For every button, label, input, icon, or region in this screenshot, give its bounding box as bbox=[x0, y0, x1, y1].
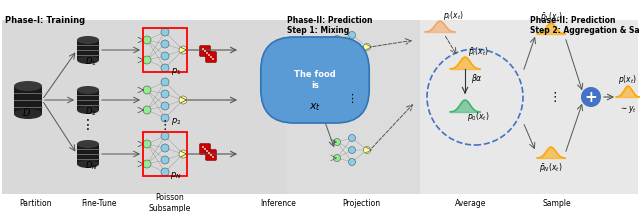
Circle shape bbox=[202, 48, 204, 50]
Text: $D_1$: $D_1$ bbox=[85, 56, 97, 68]
Circle shape bbox=[143, 106, 151, 114]
Bar bbox=[77, 40, 99, 60]
Text: ⋮: ⋮ bbox=[159, 119, 172, 131]
Bar bbox=[285, 20, 420, 194]
Circle shape bbox=[161, 64, 169, 72]
Circle shape bbox=[210, 56, 212, 58]
Text: Average: Average bbox=[454, 198, 486, 208]
Circle shape bbox=[143, 56, 151, 64]
Ellipse shape bbox=[77, 86, 99, 94]
Text: ⋮: ⋮ bbox=[81, 118, 95, 132]
FancyBboxPatch shape bbox=[205, 150, 216, 160]
FancyBboxPatch shape bbox=[200, 144, 211, 154]
Circle shape bbox=[204, 148, 206, 150]
Circle shape bbox=[349, 43, 355, 50]
Text: $p_N$: $p_N$ bbox=[170, 170, 182, 181]
Circle shape bbox=[202, 146, 204, 148]
Circle shape bbox=[161, 132, 169, 140]
Ellipse shape bbox=[77, 106, 99, 114]
Bar bbox=[77, 144, 99, 164]
Circle shape bbox=[161, 28, 169, 36]
Text: $p_2$: $p_2$ bbox=[171, 116, 181, 127]
Bar bbox=[143, 28, 187, 72]
Bar bbox=[77, 90, 99, 110]
Text: ⋮: ⋮ bbox=[548, 91, 561, 103]
Text: Fine-Tune: Fine-Tune bbox=[81, 198, 117, 208]
Text: Projection: Projection bbox=[342, 198, 381, 208]
Circle shape bbox=[179, 150, 187, 158]
Circle shape bbox=[143, 86, 151, 94]
Text: +: + bbox=[584, 89, 597, 105]
Circle shape bbox=[143, 36, 151, 44]
Text: $p_0(x_t)$: $p_0(x_t)$ bbox=[467, 110, 490, 123]
Circle shape bbox=[333, 35, 340, 42]
Circle shape bbox=[143, 160, 151, 168]
Circle shape bbox=[179, 46, 187, 54]
Circle shape bbox=[179, 96, 187, 104]
Circle shape bbox=[204, 50, 206, 52]
Ellipse shape bbox=[77, 56, 99, 64]
Circle shape bbox=[333, 138, 340, 145]
Text: $\bar{p}_1(x_t)$: $\bar{p}_1(x_t)$ bbox=[540, 10, 563, 23]
Circle shape bbox=[210, 154, 212, 156]
Text: $p(x_t)$: $p(x_t)$ bbox=[618, 73, 637, 86]
Text: Sample: Sample bbox=[543, 198, 571, 208]
Circle shape bbox=[364, 146, 371, 153]
Text: Phase-II: Prediction
Step 1: Mixing: Phase-II: Prediction Step 1: Mixing bbox=[287, 16, 372, 35]
Bar bbox=[2, 20, 285, 194]
Text: Partition: Partition bbox=[19, 198, 51, 208]
Text: Inference: Inference bbox=[260, 198, 296, 208]
Text: $x_t$: $x_t$ bbox=[309, 101, 321, 113]
Circle shape bbox=[349, 56, 355, 63]
Circle shape bbox=[349, 134, 355, 141]
Text: $D_N$: $D_N$ bbox=[85, 160, 98, 173]
Text: $p_1$: $p_1$ bbox=[171, 66, 181, 77]
Bar bbox=[143, 132, 187, 176]
Circle shape bbox=[349, 159, 355, 166]
Text: $p_i(x_t)$: $p_i(x_t)$ bbox=[443, 9, 463, 22]
Circle shape bbox=[161, 168, 169, 176]
Text: $\sim y_t$: $\sim y_t$ bbox=[619, 104, 637, 115]
Circle shape bbox=[143, 140, 151, 148]
Circle shape bbox=[161, 156, 169, 164]
Circle shape bbox=[333, 52, 340, 59]
Text: Phase-I: Training: Phase-I: Training bbox=[5, 16, 85, 25]
Circle shape bbox=[206, 150, 208, 152]
Text: Phase-II: Prediction
Step 2: Aggregation & Sample: Phase-II: Prediction Step 2: Aggregation… bbox=[530, 16, 640, 35]
Circle shape bbox=[349, 32, 355, 39]
Circle shape bbox=[364, 43, 371, 50]
Text: ⋮: ⋮ bbox=[346, 94, 358, 104]
Text: $\bar{p}_N(x_t)$: $\bar{p}_N(x_t)$ bbox=[540, 161, 563, 174]
Circle shape bbox=[212, 58, 214, 60]
Circle shape bbox=[161, 90, 169, 98]
Circle shape bbox=[349, 146, 355, 153]
Circle shape bbox=[161, 102, 169, 110]
Circle shape bbox=[208, 152, 210, 154]
Ellipse shape bbox=[14, 109, 42, 119]
Circle shape bbox=[206, 52, 208, 54]
Circle shape bbox=[581, 87, 601, 107]
Circle shape bbox=[161, 52, 169, 60]
Bar bbox=[420, 20, 638, 194]
Bar bbox=[14, 86, 42, 114]
Circle shape bbox=[161, 40, 169, 48]
Ellipse shape bbox=[14, 81, 42, 91]
Text: $D$: $D$ bbox=[22, 106, 31, 118]
Circle shape bbox=[161, 114, 169, 122]
Text: The food
is: The food is bbox=[294, 70, 336, 90]
Circle shape bbox=[208, 54, 210, 56]
Text: $\beta\alpha$: $\beta\alpha$ bbox=[471, 72, 483, 85]
Ellipse shape bbox=[77, 36, 99, 44]
Circle shape bbox=[212, 156, 214, 158]
FancyBboxPatch shape bbox=[205, 52, 216, 62]
Text: $D_2$: $D_2$ bbox=[85, 106, 97, 119]
Text: Poisson
Subsample: Poisson Subsample bbox=[148, 193, 191, 212]
Text: $\bar{p}_i(x_t)$: $\bar{p}_i(x_t)$ bbox=[468, 45, 488, 58]
Circle shape bbox=[161, 78, 169, 86]
Circle shape bbox=[333, 155, 340, 162]
Ellipse shape bbox=[77, 160, 99, 168]
Circle shape bbox=[161, 144, 169, 152]
Ellipse shape bbox=[77, 140, 99, 148]
FancyBboxPatch shape bbox=[200, 46, 211, 56]
